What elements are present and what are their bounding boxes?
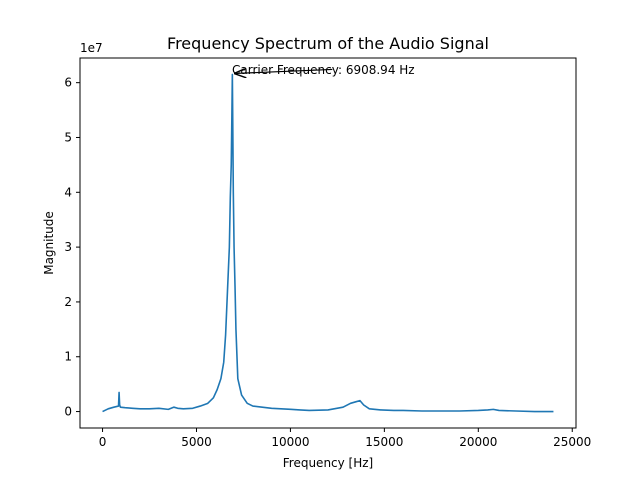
y-tick-label: 1 [64,350,72,364]
y-tick-label: 3 [64,240,72,254]
x-tick-label: 10000 [271,435,309,449]
x-tick-label: 15000 [365,435,403,449]
y-axis-label: Magnitude [42,211,56,275]
y-tick-label: 4 [64,185,72,199]
chart-title: Frequency Spectrum of the Audio Signal [167,34,489,53]
x-tick-label: 5000 [181,435,212,449]
annotation-text: Carrier Frequency: 6908.94 Hz [232,63,415,77]
y-tick-label: 6 [64,76,72,90]
x-axis-ticks: 0 5000 10000 15000 20000 25000 [99,428,591,449]
spectrum-line [102,73,554,413]
y-tick-label: 0 [64,405,72,419]
plot-area-frame [79,57,577,429]
y-tick-label: 2 [64,295,72,309]
y-tick-label: 5 [64,130,72,144]
y-axis-ticks: 0 1 2 3 4 5 6 [64,76,80,419]
annotation-arrow [235,69,333,73]
x-tick-label: 25000 [553,435,591,449]
x-tick-label: 20000 [459,435,497,449]
x-axis-label: Frequency [Hz] [283,456,374,470]
x-tick-label: 0 [99,435,107,449]
y-multiplier-label: 1e7 [80,41,103,55]
